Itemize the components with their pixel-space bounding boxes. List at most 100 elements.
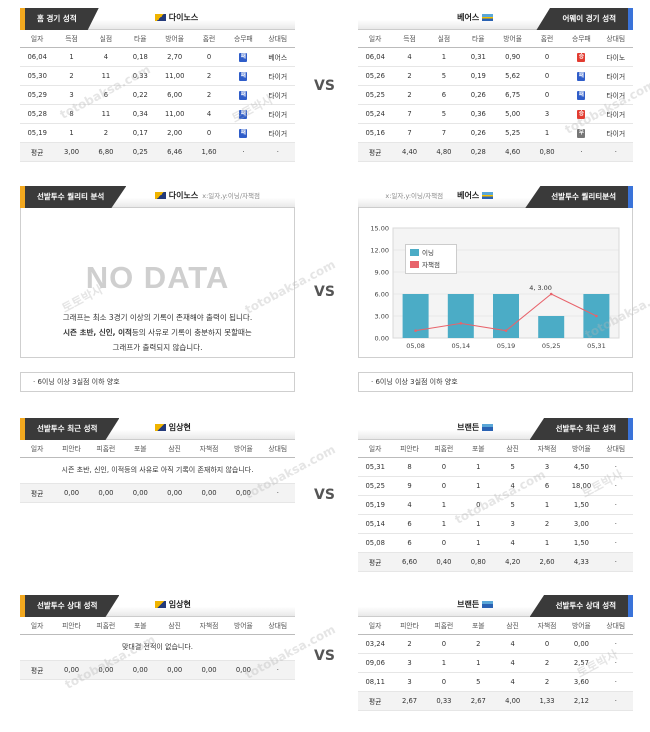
table-cell: 1 <box>426 653 462 673</box>
column-header: 방어율 <box>157 30 192 48</box>
table-cell: 2 <box>529 672 565 692</box>
away-record-panel: 베어스 어웨이 경기 성적 일자 득점 실점 타율 방어율 홈런 승무패 상대팀 06,04 4 1… <box>358 8 633 162</box>
column-header: 방어율 <box>564 617 599 635</box>
table-cell: 4 <box>392 495 427 515</box>
average-row: 평균 6,60 0,40 0,80 4,20 2,60 4,33 · <box>358 552 633 572</box>
table-cell: · <box>598 672 633 692</box>
column-header: 일자 <box>20 30 55 48</box>
table-cell: 타이거 <box>260 104 295 124</box>
average-cell: 4,20 <box>495 552 530 572</box>
no-data-message: 그래프는 최소 3경기 이상의 기록이 존재해야 출력이 됩니다. 시즌 초반,… <box>62 313 253 352</box>
column-header: 삼진 <box>157 617 192 635</box>
column-header: 실점 <box>88 30 124 48</box>
table-cell: 0,33 <box>123 66 158 86</box>
table-cell: 11 <box>88 104 124 124</box>
average-cell: 4,33 <box>564 552 599 572</box>
table-cell: 1,50 <box>564 495 599 515</box>
dinos-logo-icon <box>155 192 166 199</box>
right-quality-title: 선발투수 퀄리티분석 <box>525 186 633 208</box>
table-row: 05,16 7 7 0,26 5,25 1 무 타이거 <box>358 123 633 143</box>
table-cell: 05,25 <box>358 85 393 105</box>
table-cell: 3,60 <box>564 672 599 692</box>
table-cell: 6,00 <box>157 85 192 105</box>
average-cell: · <box>260 660 295 680</box>
column-header: 삼진 <box>495 440 530 458</box>
table-cell: 4,50 <box>564 457 599 477</box>
average-cell: 4,80 <box>426 142 462 162</box>
average-cell: 0,00 <box>191 483 227 503</box>
table-cell: 05,30 <box>20 66 55 86</box>
table-cell: 03,24 <box>358 634 393 654</box>
y-tick-label: 3.00 <box>375 313 389 321</box>
away-record-table: 일자 득점 실점 타율 방어율 홈런 승무패 상대팀 06,04 4 1 0,31 0,90 0 승 다이노 0… <box>358 30 633 162</box>
result-badge: 패 <box>239 128 248 138</box>
table-cell: 08,11 <box>358 672 393 692</box>
average-cell: 6,46 <box>157 142 192 162</box>
result-badge: 패 <box>239 71 248 81</box>
bears-logo-icon <box>482 601 493 608</box>
column-header: 방어율 <box>495 30 530 48</box>
vs-label: VS <box>314 487 335 503</box>
table-cell: 타이거 <box>260 85 295 105</box>
table-cell: 4 <box>191 104 227 124</box>
table-cell: 5 <box>461 672 496 692</box>
column-header: 상대팀 <box>260 30 295 48</box>
table-cell: 0,18 <box>123 47 158 67</box>
y-tick-label: 6.00 <box>375 291 389 299</box>
table-row: 06,04 1 4 0,18 2,70 0 패 베어스 <box>20 47 295 67</box>
average-cell: · <box>598 142 633 162</box>
table-cell: 3 <box>529 457 565 477</box>
point-earned-runs <box>595 314 598 318</box>
table-cell: 2 <box>54 66 89 86</box>
left-quality-note: · 6이닝 이상 3실점 이하 양호 <box>20 372 295 392</box>
result-badge: 패 <box>577 90 586 100</box>
y-tick-label: 0.00 <box>375 335 389 343</box>
legend-item-earned-runs: 자책점 <box>410 259 452 271</box>
away-record-header: 베어스 어웨이 경기 성적 <box>358 8 633 30</box>
table-cell: 05,16 <box>358 123 393 143</box>
average-cell: · <box>598 552 633 572</box>
y-tick-label: 9.00 <box>375 269 389 277</box>
right-quality-team: x:일자,y:이닝/자책점 베어스 <box>385 186 493 206</box>
left-matchup-table: 일자 피안타 피홈런 포볼 삼진 자책점 방어율 상대팀 맞대결 전적이 없습니다. 평균 0,00… <box>20 617 295 680</box>
table-cell: 1 <box>461 514 496 534</box>
table-cell: 05,08 <box>358 533 393 553</box>
table-cell: 0 <box>191 123 227 143</box>
table-cell: 7 <box>392 104 427 124</box>
table-cell: 0 <box>426 672 462 692</box>
legend-item-innings: 이닝 <box>410 247 452 259</box>
table-cell: 0,90 <box>495 47 530 67</box>
table-cell: 3 <box>495 514 530 534</box>
table-cell: 0,19 <box>461 66 496 86</box>
table-cell: 0 <box>461 495 496 515</box>
column-header: 상대팀 <box>260 617 295 635</box>
table-cell: 2 <box>191 66 227 86</box>
vs-label: VS <box>314 648 335 664</box>
table-cell: 3 <box>529 104 565 124</box>
table-cell: 4 <box>495 476 530 496</box>
table-cell: 0 <box>426 634 462 654</box>
result-cell: 패 <box>226 47 261 67</box>
table-cell: 6 <box>392 533 427 553</box>
column-header: 피안타 <box>54 617 89 635</box>
column-header: 포볼 <box>123 440 158 458</box>
column-header: 상대팀 <box>598 440 633 458</box>
table-cell: 6 <box>88 85 124 105</box>
table-cell: 2 <box>392 66 427 86</box>
average-cell: 0,33 <box>426 691 462 711</box>
right-recent-pitcher: 브랜든 <box>457 418 493 438</box>
right-recent-pitcher-panel: 브랜든 선발투수 최근 성적 일자 피안타 피홈런 포볼 삼진 자책점 방어율 상대팀 05,3… <box>358 418 633 572</box>
average-cell: 6,60 <box>392 552 427 572</box>
result-cell: 패 <box>564 66 599 86</box>
table-row: 05,24 7 5 0,36 5,00 3 승 타이거 <box>358 104 633 124</box>
left-recent-table: 일자 피안타 피홈런 포볼 삼진 자책점 방어율 상대팀 시즌 초반, 신인, 이적등의 사유로… <box>20 440 295 503</box>
home-team-name: 다이노스 <box>155 8 198 28</box>
average-cell: 3,00 <box>54 142 89 162</box>
average-cell: · <box>260 142 295 162</box>
table-cell: 1 <box>54 47 89 67</box>
column-header: 포볼 <box>461 440 496 458</box>
table-cell: 18,00 <box>564 476 599 496</box>
home-record-title: 홈 경기 성적 <box>20 8 99 30</box>
table-cell: 6 <box>392 514 427 534</box>
table-cell: 0,34 <box>123 104 158 124</box>
